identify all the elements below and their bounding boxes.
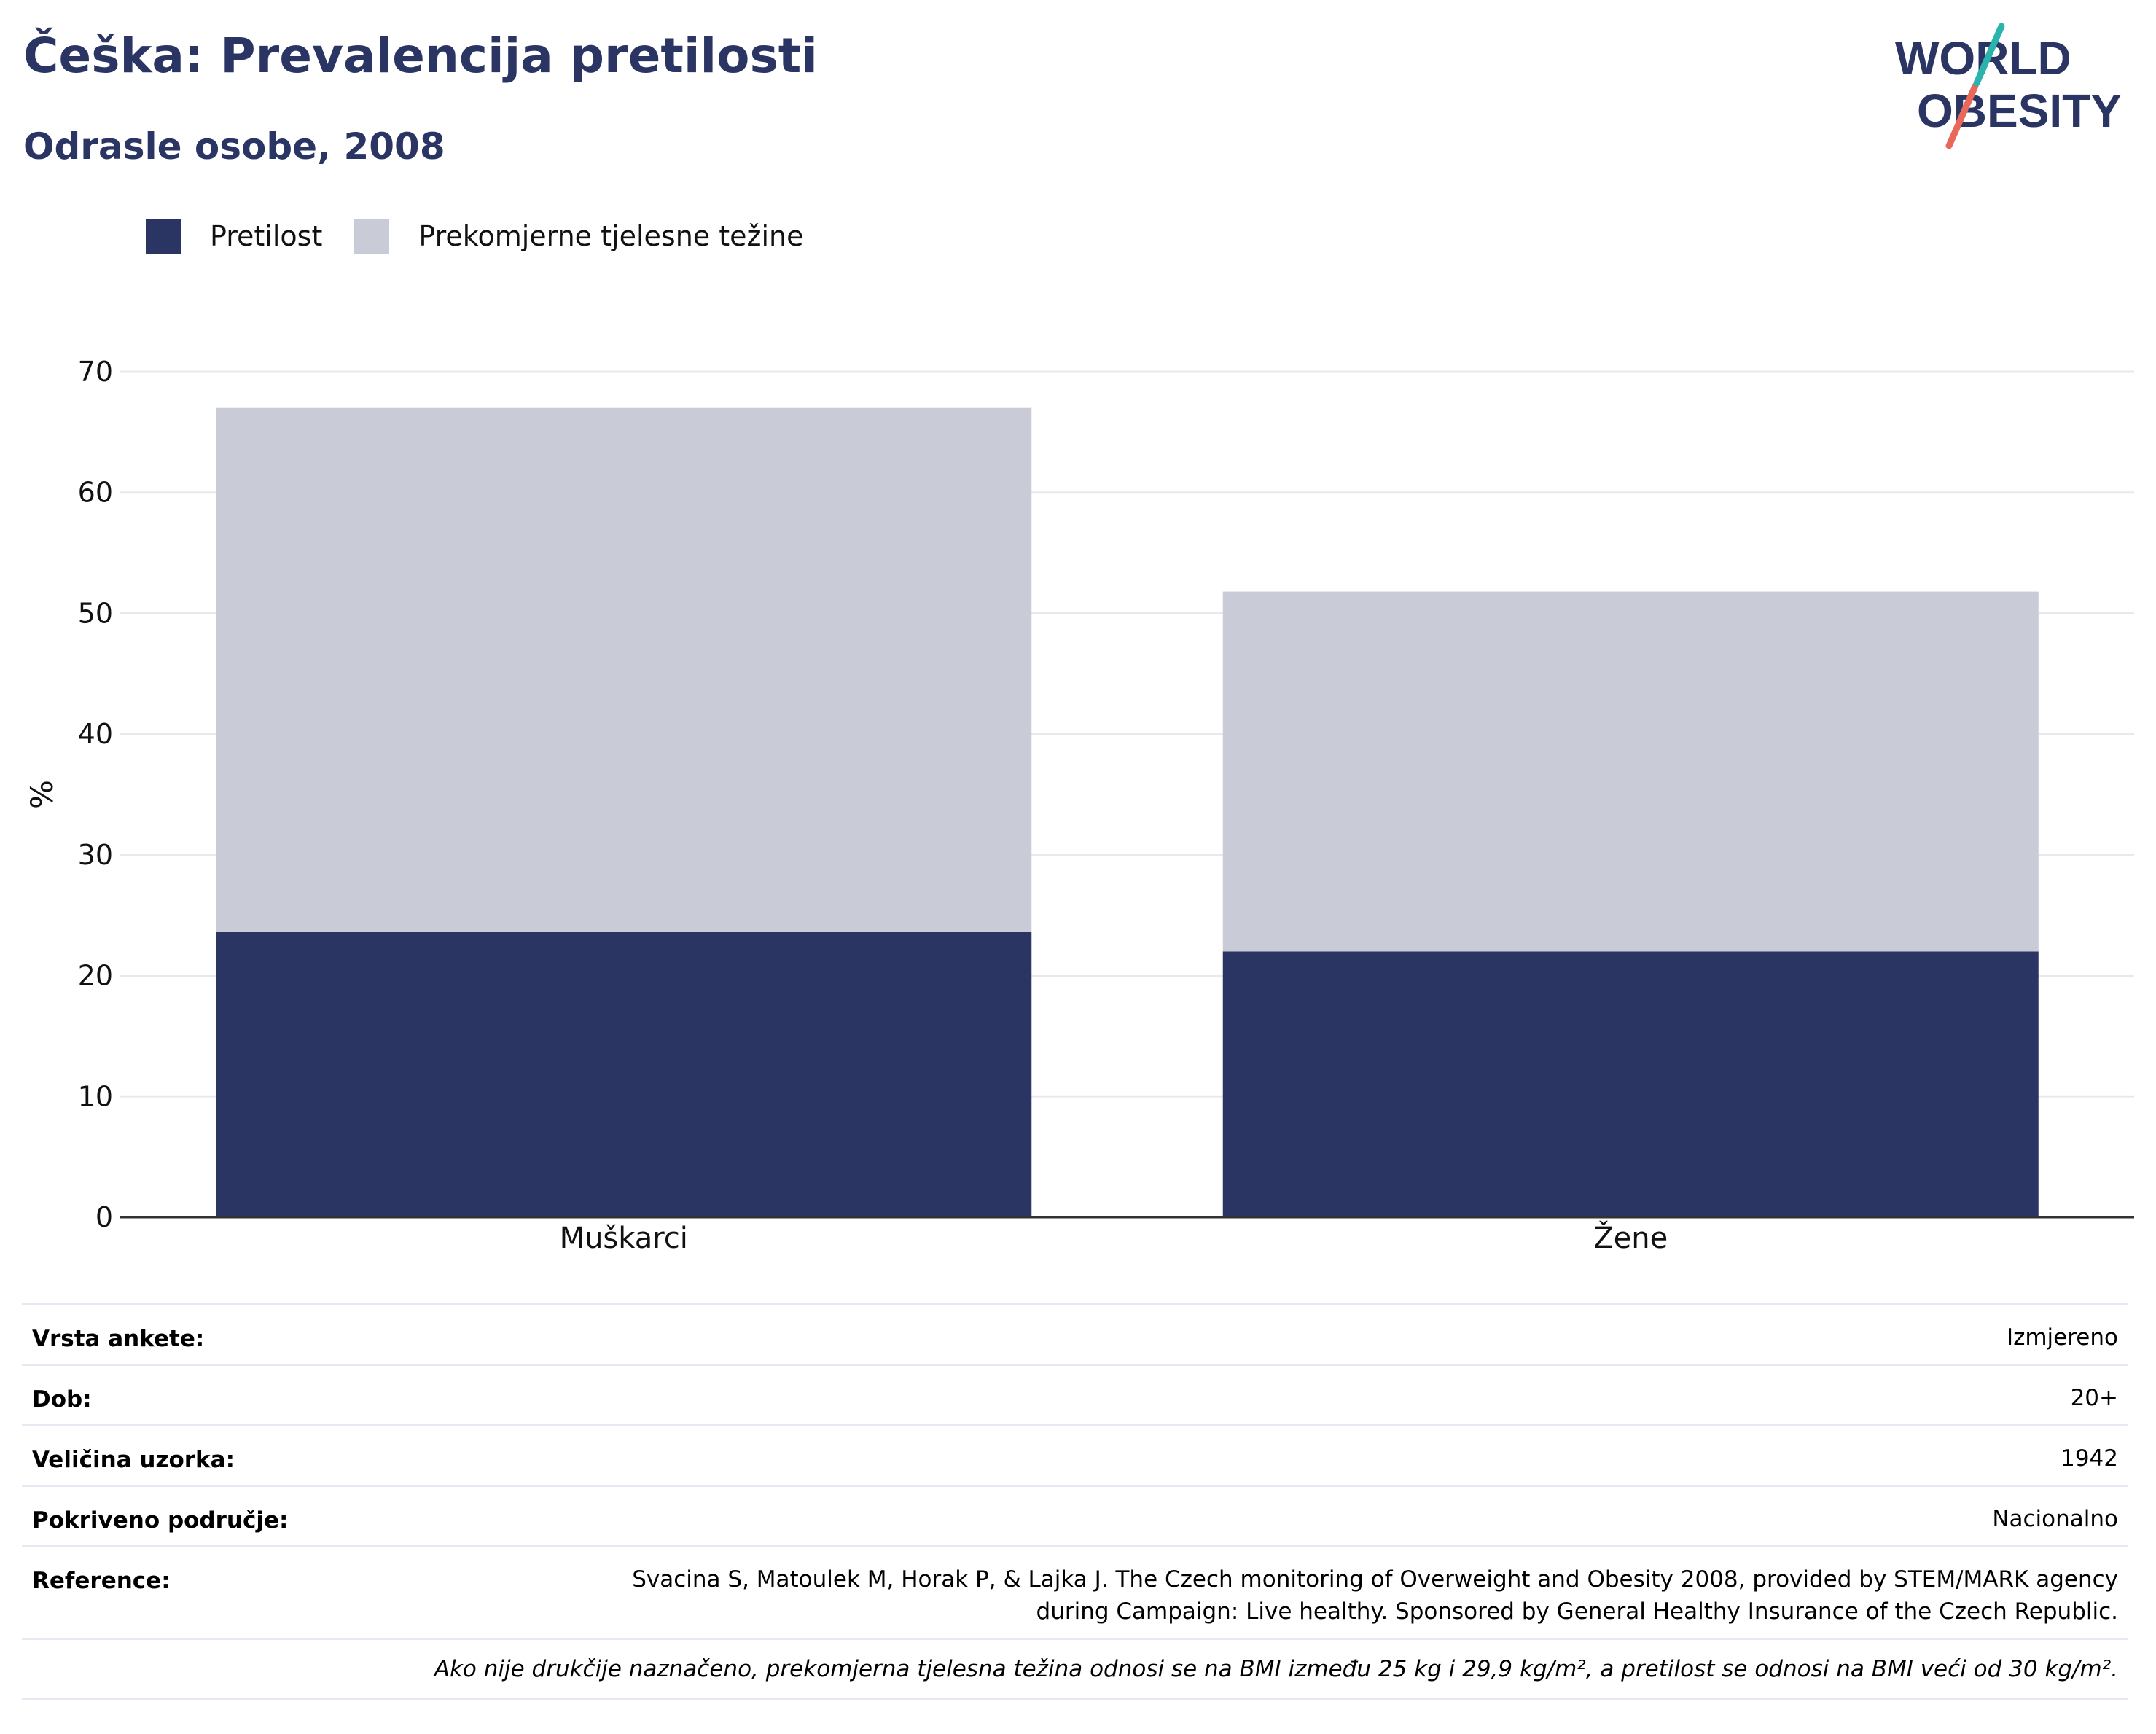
info-value-age: 20+ — [2070, 1385, 2118, 1411]
x-tick-label: Žene — [1593, 1220, 1668, 1255]
y-tick-label: 40 — [78, 718, 113, 750]
bar-prekomjerne-0 — [216, 407, 1032, 932]
info-label-age: Dob: — [32, 1386, 92, 1413]
info-row-coverage: Pokriveno područje: Nacionalno — [22, 1485, 2128, 1545]
info-value-survey-type: Izmjereno — [2006, 1324, 2118, 1351]
info-value-sample-size: 1942 — [2061, 1445, 2118, 1472]
legend-item-prekomjerne: Prekomjerne tjelesne težine — [354, 219, 804, 254]
info-value-reference: Svacina S, Matoulek M, Horak P, & Lajka … — [632, 1563, 2118, 1628]
info-label-survey-type: Vrsta ankete: — [32, 1326, 205, 1352]
chart-title: Češka: Prevalencija pretilosti — [23, 28, 818, 84]
definition-note: Ako nije drukčije naznačeno, prekomjerna… — [22, 1638, 2128, 1700]
info-label-sample-size: Veličina uzorka: — [32, 1447, 235, 1473]
legend-swatch-pretilost — [146, 219, 181, 254]
legend-label-pretilost: Pretilost — [210, 220, 323, 252]
reference-line-1: Svacina S, Matoulek M, Horak P, & Lajka … — [632, 1566, 2118, 1593]
chart-subtitle: Odrasle osobe, 2008 — [23, 125, 445, 168]
y-tick-label: 50 — [78, 597, 113, 629]
x-tick-label: Muškarci — [560, 1222, 688, 1255]
info-value-coverage: Nacionalno — [1992, 1506, 2118, 1532]
info-row-survey-type: Vrsta ankete: Izmjereno — [22, 1303, 2128, 1364]
logo-line2: OBESITY — [1917, 85, 2122, 137]
y-axis-label: % — [24, 780, 60, 809]
world-obesity-logo: WORLD OBESITY — [1895, 23, 2122, 149]
logo-slash-top — [1973, 23, 2005, 87]
legend-label-prekomjerne: Prekomjerne tjelesne težine — [418, 220, 804, 252]
legend: Pretilost Prekomjerne tjelesne težine — [146, 216, 836, 257]
legend-item-pretilost: Pretilost — [146, 219, 322, 254]
logo-slash-bottom — [1945, 82, 1979, 149]
bar-pretilost-0 — [216, 932, 1032, 1217]
info-label-coverage: Pokriveno područje: — [32, 1507, 289, 1534]
y-tick-label: 60 — [78, 477, 113, 509]
y-tick-label: 0 — [95, 1201, 113, 1233]
info-row-age: Dob: 20+ — [22, 1364, 2128, 1424]
info-row-reference: Reference: Svacina S, Matoulek M, Horak … — [22, 1545, 2128, 1638]
bar-prekomjerne-1 — [1222, 591, 2039, 952]
bar-pretilost-1 — [1222, 951, 2039, 1217]
info-label-reference: Reference: — [32, 1568, 171, 1594]
legend-swatch-prekomjerne — [354, 219, 390, 254]
logo-line1: WORLD — [1895, 32, 2071, 85]
info-row-sample-size: Veličina uzorka: 1942 — [22, 1424, 2128, 1485]
reference-line-2: during Campaign: Live healthy. Sponsored… — [1036, 1598, 2118, 1625]
bar-chart: 0 10 20 30 40 50 60 70% Muškarci Žene — [24, 356, 2134, 1255]
y-tick-label: 70 — [78, 356, 113, 388]
survey-info-table: Vrsta ankete: Izmjereno Dob: 20+ Veličin… — [22, 1303, 2128, 1700]
y-tick-label: 10 — [78, 1080, 113, 1112]
y-tick-label: 20 — [78, 960, 113, 992]
y-tick-label: 30 — [78, 839, 113, 871]
